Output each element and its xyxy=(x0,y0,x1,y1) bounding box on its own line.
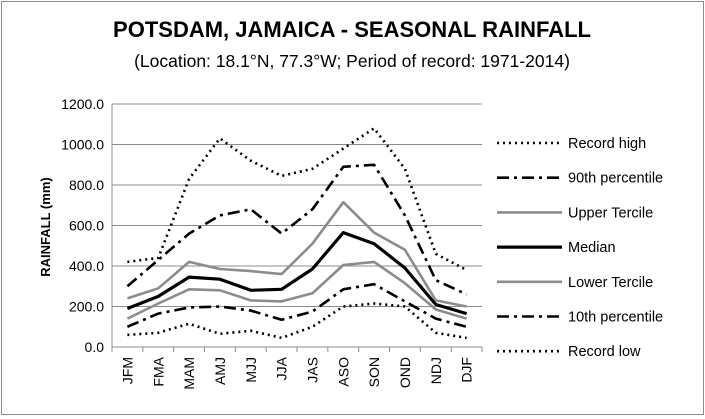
chart-subtitle: (Location: 18.1°N, 77.3°W; Period of rec… xyxy=(134,51,570,71)
legend-label-record-low: Record low xyxy=(568,344,641,360)
x-tick-label: SON xyxy=(366,357,382,387)
x-tick-label: DJF xyxy=(459,357,475,383)
y-tick-label: 600.0 xyxy=(69,218,104,234)
legend-label-upper-tercile: Upper Tercile xyxy=(568,205,653,221)
legend-label-lower-tercile: Lower Tercile xyxy=(568,275,653,291)
x-tick-label: JAS xyxy=(304,357,320,383)
legend-label-10th-percentile: 10th percentile xyxy=(568,310,663,326)
x-tick-labels: JFM FMA MAM AMJ MJJ JJA JAS ASO SON OND NDJ DJF xyxy=(119,356,474,389)
x-tick-label: JJA xyxy=(274,356,290,380)
y-tick-label: 1200.0 xyxy=(61,96,104,112)
x-tick-label: NDJ xyxy=(428,357,444,384)
series-line-record-low xyxy=(127,302,467,340)
y-tick-label: 1000.0 xyxy=(61,137,104,153)
series-line-90th-percentile xyxy=(126,163,468,296)
x-tick-label: MAM xyxy=(181,357,197,390)
legend: Record high 90th percentile Upper Tercile M… xyxy=(497,136,663,360)
x-tick-label: AMJ xyxy=(212,357,228,385)
chart-title: POTSDAM, JAMAICA - SEASONAL RAINFALL xyxy=(113,17,591,42)
y-axis-label: RAINFALL (mm) xyxy=(38,177,53,276)
x-tick-label: OND xyxy=(397,357,413,388)
rainfall-chart: POTSDAM, JAMAICA - SEASONAL RAINFALL (Lo… xyxy=(38,17,663,390)
series-lines xyxy=(126,127,468,340)
legend-label-record-high: Record high xyxy=(568,136,646,152)
y-tick-labels: 0.0 200.0 400.0 600.0 800.0 1000.0 1200.0 xyxy=(61,96,104,355)
series-line-median xyxy=(126,231,468,316)
legend-label-90th-percentile: 90th percentile xyxy=(568,171,663,187)
axes xyxy=(111,104,483,352)
series-line-record-high xyxy=(127,127,468,272)
y-tick-label: 800.0 xyxy=(69,177,104,193)
x-tick-label: MJJ xyxy=(243,357,259,383)
series-line-10th-percentile xyxy=(126,282,467,329)
x-tick-label: ASO xyxy=(335,357,351,387)
x-tick-label: FMA xyxy=(150,356,166,386)
legend-label-median: Median xyxy=(568,240,616,256)
y-tick-label: 0.0 xyxy=(85,339,105,355)
gridlines xyxy=(112,103,482,307)
y-tick-label: 200.0 xyxy=(69,299,104,315)
y-tick-label: 400.0 xyxy=(69,258,104,274)
x-tick-label: JFM xyxy=(119,357,135,384)
series-line-lower-tercile xyxy=(126,260,467,320)
series-line-upper-tercile xyxy=(126,200,467,308)
